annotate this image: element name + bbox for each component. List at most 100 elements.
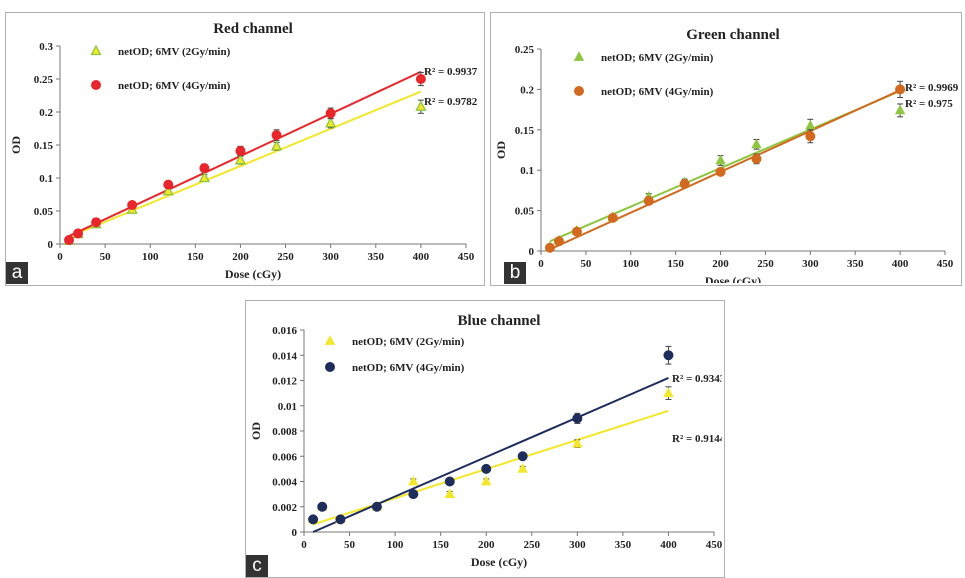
y-tick-label: 0.05 (515, 206, 535, 218)
x-axis-label: Dose (cGy) (225, 267, 281, 281)
x-tick-label: 350 (615, 539, 632, 551)
data-point-s2 (127, 200, 138, 211)
legend-marker-2 (325, 362, 335, 372)
data-point-s2 (91, 217, 102, 228)
y-tick-label: 0.2 (520, 84, 534, 96)
data-point-s2 (481, 463, 492, 474)
y-tick-label: 0 (48, 239, 54, 251)
data-point-s1 (444, 488, 455, 499)
data-point-s2 (163, 179, 174, 190)
x-tick-label: 450 (937, 258, 954, 270)
legend-entry-1: netOD; 6MV (2Gy/min) (118, 46, 231, 58)
data-point-s2 (444, 476, 455, 487)
data-point-s2 (73, 228, 84, 239)
data-point-s2 (572, 413, 583, 424)
panel-label-a: a (6, 262, 28, 284)
red-channel-chart: Red channel 0 50 100 150 200 250 300 350 400 450 0 0… (9, 21, 478, 281)
data-point-s1 (198, 171, 210, 183)
data-point-s1 (162, 184, 174, 196)
r-squared-label-1: R² = 0.9144 (672, 433, 722, 445)
y-tick-label: 0.3 (39, 41, 53, 53)
x-tick-label: 450 (706, 539, 722, 551)
y-tick-label: 0 (292, 527, 298, 539)
data-point-s2 (317, 501, 328, 512)
panel-label-b: b (504, 262, 526, 284)
legend-marker-1 (90, 44, 102, 56)
y-tick-label: 0.05 (34, 206, 54, 218)
x-tick-label: 300 (322, 251, 339, 263)
legend-entry-2: netOD; 6MV (4Gy/min) (352, 362, 465, 374)
x-tick-label: 400 (413, 251, 430, 263)
legend-marker-2 (574, 86, 584, 96)
y-tick-label: 0.002 (272, 502, 297, 514)
legend-entry-1: netOD; 6MV (2Gy/min) (352, 336, 465, 348)
r-squared-label-1: R² = 0.975 (905, 98, 953, 110)
x-tick-label: 100 (142, 251, 159, 263)
data-point-s1 (715, 154, 726, 165)
data-point-s2 (553, 236, 564, 247)
x-axis-label: Dose (cGy) (471, 555, 527, 569)
y-tick-label: 0.006 (272, 451, 297, 463)
data-point-s1 (270, 139, 283, 151)
data-point-s2 (199, 163, 210, 174)
r-squared-label-2: R² = 0.9969 (905, 82, 959, 94)
r-squared-label-1: R² = 0.9782 (424, 96, 478, 108)
y-tick-label: 0.15 (34, 140, 54, 152)
data-point-s2 (371, 501, 382, 512)
data-point-s1 (481, 475, 492, 486)
data-point-s2 (643, 195, 654, 206)
r-squared-label-2: R² = 0.9343 (672, 373, 722, 385)
y-tick-label: 0.012 (272, 376, 297, 388)
data-point-s1 (751, 138, 762, 149)
x-tick-label: 50 (580, 258, 592, 270)
panel-a-frame (5, 12, 485, 286)
x-tick-label: 150 (432, 539, 449, 551)
x-tick-label: 250 (757, 258, 774, 270)
data-point-s2 (335, 514, 346, 525)
data-point-s2 (408, 489, 419, 500)
data-point-s2 (544, 242, 555, 253)
y-tick-label: 0.15 (515, 125, 535, 137)
y-tick-label: 0.01 (278, 401, 297, 413)
y-tick-label: 0.016 (272, 325, 297, 337)
y-tick-label: 0.25 (515, 44, 535, 56)
x-tick-label: 450 (458, 251, 475, 263)
chart-title: Blue channel (458, 313, 541, 329)
data-point-s2 (805, 131, 816, 142)
data-point-s1 (894, 104, 906, 115)
panel-b-frame (490, 12, 962, 286)
data-point-s2 (517, 451, 528, 462)
data-point-s2 (64, 235, 75, 246)
data-point-s2 (663, 350, 674, 361)
data-point-s1 (325, 116, 337, 128)
y-tick-label: 0.25 (34, 74, 54, 86)
data-point-s1 (408, 475, 419, 486)
x-tick-label: 200 (232, 251, 249, 263)
panel-label-c: c (246, 555, 268, 577)
x-tick-label: 100 (623, 258, 640, 270)
data-point-s2 (571, 226, 582, 237)
data-point-s2 (235, 145, 246, 156)
data-point-s2 (415, 74, 426, 84)
data-point-s1 (234, 153, 247, 165)
legend-marker-1 (573, 51, 585, 61)
y-tick-label: 0.2 (39, 107, 53, 119)
blue-channel-chart: Blue channel 0 50 100 150 200 250 300 350 400 450 0… (249, 313, 722, 569)
data-point-s1 (517, 463, 528, 473)
y-tick-label: 0.004 (272, 477, 297, 489)
x-tick-label: 0 (301, 539, 307, 551)
data-point-s2 (715, 166, 726, 177)
x-tick-label: 350 (368, 251, 385, 263)
x-tick-label: 250 (277, 251, 294, 263)
x-tick-label: 200 (712, 258, 729, 270)
x-tick-label: 250 (524, 539, 541, 551)
data-point-s2 (271, 130, 282, 141)
data-point-s2 (679, 178, 690, 189)
r-squared-label-2: R² = 0.9937 (424, 66, 478, 78)
data-point-s2 (607, 212, 618, 223)
chart-title: Green channel (686, 27, 779, 43)
y-axis-label: OD (494, 141, 508, 159)
data-point-s1 (663, 387, 674, 398)
x-tick-label: 0 (538, 258, 544, 270)
